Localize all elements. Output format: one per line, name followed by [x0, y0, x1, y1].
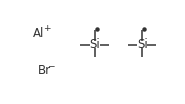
- Text: +: +: [43, 24, 50, 33]
- Text: Al: Al: [33, 27, 45, 40]
- Text: −: −: [47, 61, 55, 70]
- Text: Br: Br: [37, 64, 51, 77]
- Text: Si: Si: [89, 38, 100, 51]
- Text: Si: Si: [137, 38, 147, 51]
